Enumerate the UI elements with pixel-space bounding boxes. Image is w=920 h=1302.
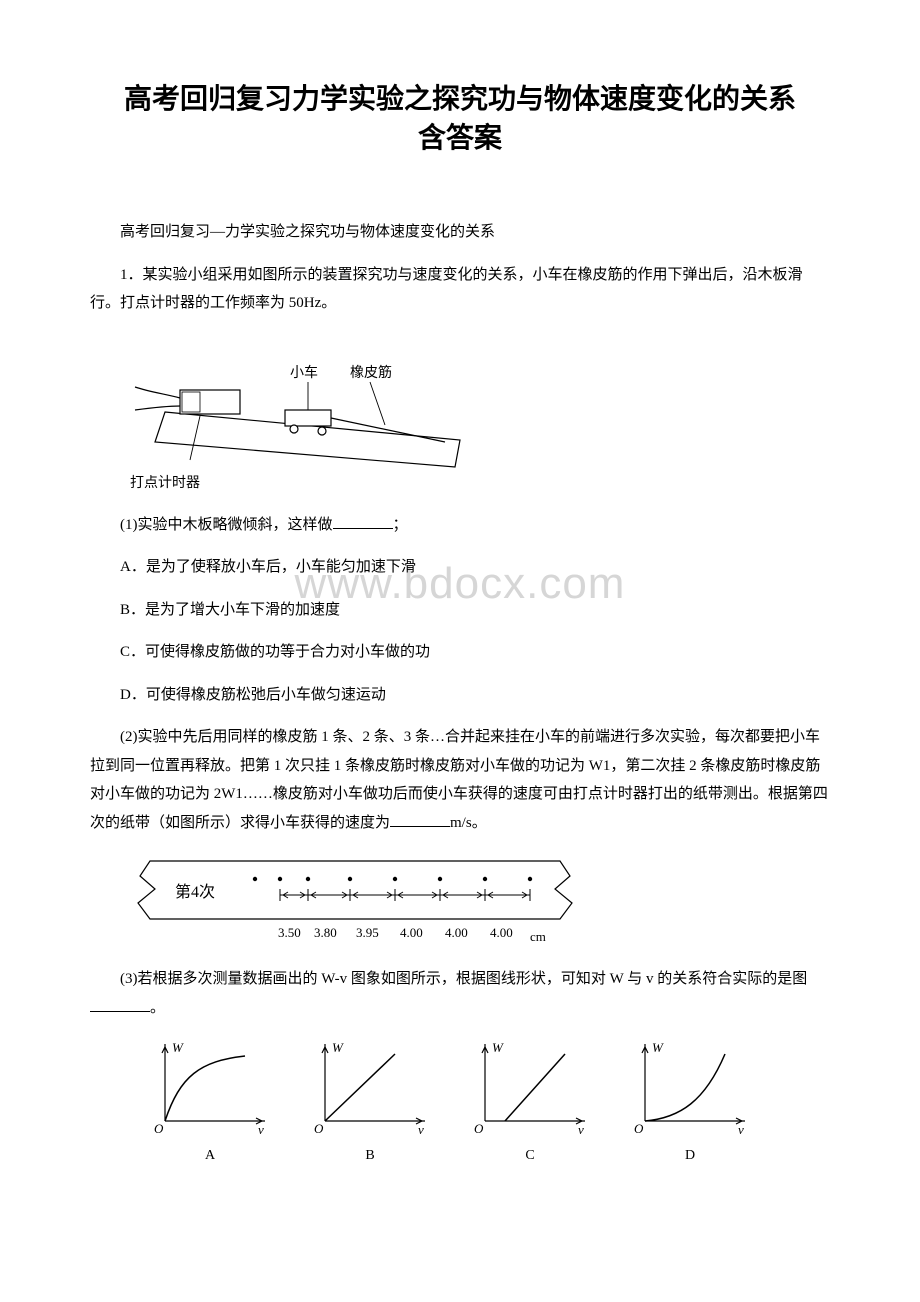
chart-B-origin: O [314,1121,324,1136]
question-1-stem: 1．某实验小组采用如图所示的装置探究功与速度变化的关系，小车在橡皮筋的作用下弹出… [90,261,830,318]
chart-D-origin: O [634,1121,644,1136]
chart-A-xlabel: v [258,1122,264,1137]
chart-C-ylabel: W [492,1040,504,1055]
chart-D: W v O D [625,1036,755,1164]
label-car: 小车 [290,364,318,381]
tape-val-2: 3.95 [356,925,379,940]
q1-1-suffix: ； [393,517,408,533]
label-timer: 打点计时器 [130,474,200,491]
q1-3-prefix: (3)若根据多次测量数据画出的 W-v 图象如图所示，根据图线形状，可知对 W … [120,971,807,987]
q1-3-suffix: 。 [150,1000,165,1016]
tape-val-4: 4.00 [445,925,468,940]
tape-val-0: 3.50 [278,925,301,940]
figure-tape: 第4次 [130,851,830,951]
tape-val-3: 4.00 [400,925,423,940]
tape-label: 第4次 [175,883,215,901]
title-line-2: 含答案 [418,123,502,154]
question-1-1: (1)实验中木板略微倾斜，这样做 ； [90,511,830,540]
chart-B-ylabel: W [332,1040,344,1055]
tape-val-1: 3.80 [314,925,337,940]
question-1-3: (3)若根据多次测量数据画出的 W-v 图象如图所示，根据图线形状，可知对 W … [90,965,830,1022]
chart-B-xlabel: v [418,1122,424,1137]
chart-D-ylabel: W [652,1040,664,1055]
charts-row: W v O A W v O B [145,1036,830,1164]
blank-1-1 [333,513,393,529]
tape-val-5: 4.00 [490,925,513,940]
label-rubber: 橡皮筋 [350,364,392,381]
blank-1-3 [90,996,150,1012]
chart-D-label: D [625,1148,755,1164]
intro-line: 高考回归复习—力学实验之探究功与物体速度变化的关系 [90,218,830,247]
option-A: A．是为了使释放小车后，小车能匀加速下滑 [90,553,830,582]
chart-C: W v O C [465,1036,595,1164]
chart-C-origin: O [474,1121,484,1136]
document-title: 高考回归复习力学实验之探究功与物体速度变化的关系 含答案 [90,80,830,158]
chart-D-xlabel: v [738,1122,744,1137]
option-C: C．可使得橡皮筋做的功等于合力对小车做的功 [90,638,830,667]
blank-1-2 [390,811,450,827]
q1-2-suffix: m/s。 [450,815,487,831]
option-D: D．可使得橡皮筋松弛后小车做匀速运动 [90,681,830,710]
chart-A-label: A [145,1148,275,1164]
title-line-1: 高考回归复习力学实验之探究功与物体速度变化的关系 [124,84,796,115]
chart-C-label: C [465,1148,595,1164]
tape-unit: cm [530,929,546,944]
chart-A: W v O A [145,1036,275,1164]
chart-A-ylabel: W [172,1040,184,1055]
figure-apparatus: 小车 橡皮筋 打点计时器 [130,332,830,497]
option-B: B．是为了增大小车下滑的加速度 [90,596,830,625]
q1-1-prefix: (1)实验中木板略微倾斜，这样做 [120,517,333,533]
chart-B: W v O B [305,1036,435,1164]
chart-A-origin: O [154,1121,164,1136]
question-1-2: (2)实验中先后用同样的橡皮筋 1 条、2 条、3 条…合并起来挂在小车的前端进… [90,723,830,837]
chart-B-label: B [305,1148,435,1164]
chart-C-xlabel: v [578,1122,584,1137]
